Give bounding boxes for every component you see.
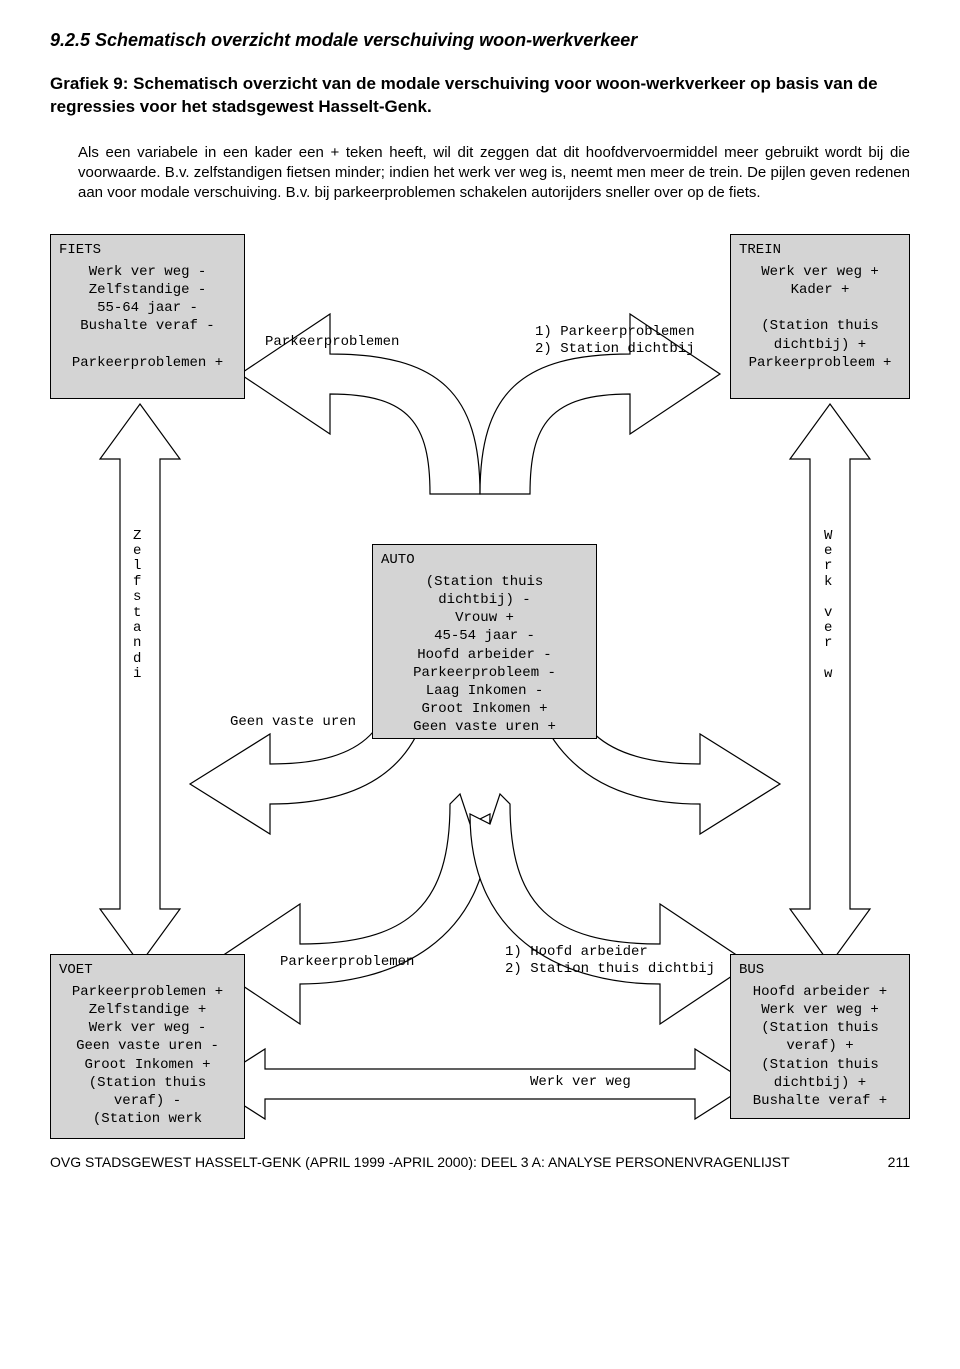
node-auto: AUTO (Station thuisdichtbij) -Vrouw +45-… — [372, 544, 597, 739]
node-auto-title: AUTO — [381, 551, 588, 569]
arrow-auto-to-trein — [480, 274, 740, 504]
label-hoofd-station-bot: 1) Hoofd arbeider 2) Station thuis dicht… — [505, 944, 715, 979]
label-parkeerproblemen-top: Parkeerproblemen — [265, 334, 399, 352]
label-line: 2) Station thuis dichtbij — [505, 961, 715, 979]
footer-text: OVG STADSGEWEST HASSELT-GENK (APRIL 1999… — [50, 1154, 790, 1170]
diagram-container: FIETS Werk ver weg -Zelfstandige -55-64 … — [50, 234, 910, 1144]
vertical-label-zelfstandi: Zelfstandi — [133, 529, 141, 683]
label-parkeerproblemen-bot: Parkeerproblemen — [280, 954, 414, 972]
arrow-auto-to-voet-bottom — [220, 794, 480, 1024]
label-werk-ver-weg: Werk ver weg — [530, 1074, 631, 1092]
node-fiets-title: FIETS — [59, 241, 236, 259]
page-number: 211 — [888, 1154, 910, 1170]
node-trein-body: Werk ver weg +Kader + (Station thuisdich… — [739, 263, 901, 372]
node-voet-body: Parkeerproblemen +Zelfstandige +Werk ver… — [59, 983, 236, 1129]
vertical-label-werk-ver-w: Werk ver w — [824, 529, 832, 683]
node-auto-body: (Station thuisdichtbij) -Vrouw +45-54 ja… — [381, 573, 588, 737]
node-bus: BUS Hoofd arbeider +Werk ver weg +(Stati… — [730, 954, 910, 1119]
intro-paragraph: Als een variabele in een kader een + tek… — [50, 143, 910, 204]
node-trein: TREIN Werk ver weg +Kader + (Station thu… — [730, 234, 910, 399]
node-voet-title: VOET — [59, 961, 236, 979]
node-fiets-body: Werk ver weg -Zelfstandige -55-64 jaar -… — [59, 263, 236, 372]
figure-title: Grafiek 9: Schematisch overzicht van de … — [50, 73, 910, 119]
arrow-auto-to-fiets — [220, 274, 480, 504]
arrow-trein-bus — [770, 404, 890, 964]
section-title: 9.2.5 Schematisch overzicht modale versc… — [50, 30, 910, 51]
label-line: 1) Parkeerproblemen — [535, 324, 695, 342]
node-fiets: FIETS Werk ver weg -Zelfstandige -55-64 … — [50, 234, 245, 399]
node-bus-title: BUS — [739, 961, 901, 979]
arrow-voet-bus — [210, 1044, 750, 1124]
label-line: 2) Station dichtbij — [535, 341, 695, 359]
node-trein-title: TREIN — [739, 241, 901, 259]
arrow-fiets-voet — [80, 404, 200, 964]
label-geen-vaste-uren: Geen vaste uren — [230, 714, 356, 732]
label-parkeer-station-top: 1) Parkeerproblemen 2) Station dichtbij — [535, 324, 695, 359]
arrow-auto-to-bus-bottom — [480, 794, 740, 1024]
label-line: 1) Hoofd arbeider — [505, 944, 715, 962]
node-bus-body: Hoofd arbeider +Werk ver weg +(Station t… — [739, 983, 901, 1110]
node-voet: VOET Parkeerproblemen +Zelfstandige +Wer… — [50, 954, 245, 1139]
